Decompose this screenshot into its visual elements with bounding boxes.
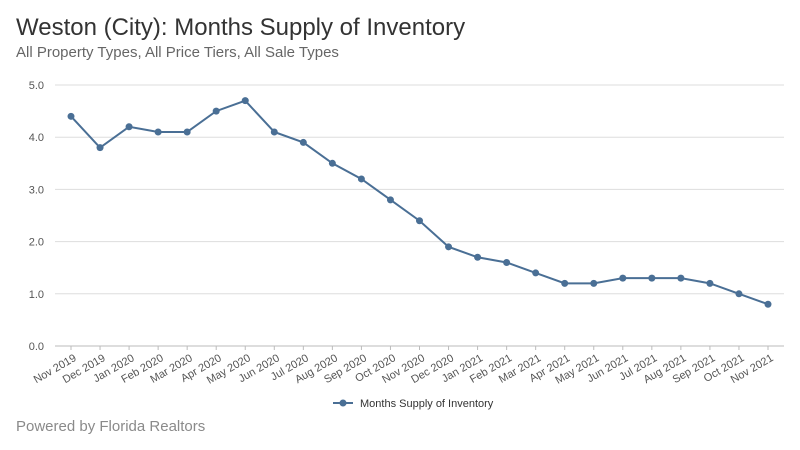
data-point <box>67 112 75 120</box>
data-point <box>561 279 569 287</box>
data-point <box>241 97 249 105</box>
data-point <box>532 269 540 277</box>
data-point <box>706 279 714 287</box>
data-point <box>270 128 278 136</box>
data-point <box>619 274 627 282</box>
y-tick-label: 0.0 <box>29 341 44 353</box>
y-tick-label: 3.0 <box>29 184 44 196</box>
data-point <box>474 253 482 261</box>
y-tick-label: 2.0 <box>29 237 44 249</box>
chart-title: Weston (City): Months Supply of Inventor… <box>16 14 466 41</box>
y-tick-label: 1.0 <box>29 289 44 301</box>
series-line <box>70 99 769 306</box>
data-point <box>96 144 104 152</box>
data-point <box>677 274 685 282</box>
data-point <box>764 300 772 308</box>
data-point <box>503 258 511 266</box>
data-point <box>416 217 423 225</box>
y-tick-label: 4.0 <box>29 132 44 144</box>
data-point <box>590 279 598 287</box>
legend-label: Months Supply of Inventory <box>360 398 494 410</box>
data-point <box>183 128 191 136</box>
data-point <box>648 274 656 282</box>
data-point <box>212 107 220 115</box>
data-point <box>328 159 336 167</box>
legend-marker <box>339 399 347 407</box>
data-point <box>357 175 365 183</box>
data-point <box>735 290 743 298</box>
data-point <box>386 196 394 204</box>
footer-credit: Powered by Florida Realtors <box>16 418 206 435</box>
data-point <box>125 123 133 131</box>
data-point <box>154 128 162 136</box>
data-point <box>299 138 307 146</box>
y-tick-label: 5.0 <box>29 80 44 92</box>
data-point <box>445 243 453 251</box>
chart-subtitle: All Property Types, All Price Tiers, All… <box>16 44 339 61</box>
